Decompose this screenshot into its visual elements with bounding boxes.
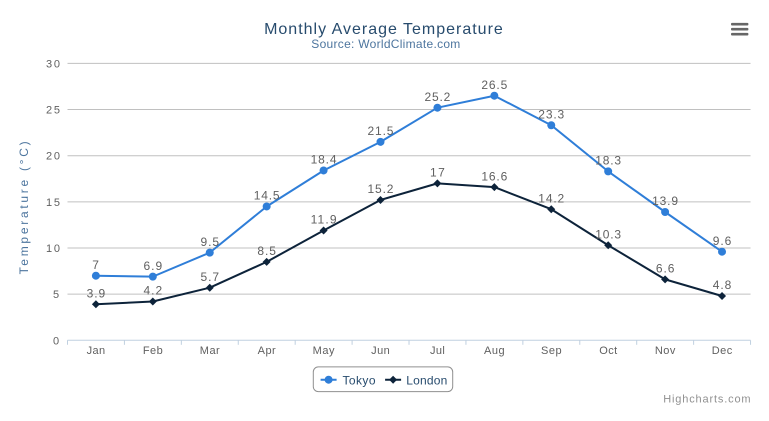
svg-text:26.5: 26.5 [481, 78, 507, 92]
svg-text:Tokyo: Tokyo [343, 373, 376, 387]
svg-text:Oct: Oct [599, 345, 617, 357]
svg-text:Highcharts.com: Highcharts.com [663, 393, 750, 405]
svg-text:30: 30 [46, 58, 60, 70]
svg-text:16.6: 16.6 [481, 169, 507, 183]
svg-text:3.9: 3.9 [87, 287, 106, 301]
svg-text:15.2: 15.2 [368, 182, 394, 196]
svg-text:13.9: 13.9 [652, 194, 678, 208]
svg-text:11.9: 11.9 [311, 213, 337, 227]
svg-text:7: 7 [92, 258, 99, 272]
svg-text:Source: WorldClimate.com: Source: WorldClimate.com [311, 37, 460, 51]
svg-text:4.2: 4.2 [144, 284, 163, 298]
svg-text:5.7: 5.7 [200, 270, 219, 284]
svg-text:Nov: Nov [655, 345, 676, 357]
svg-text:14.2: 14.2 [538, 191, 564, 205]
svg-text:20: 20 [46, 151, 60, 163]
svg-text:18.4: 18.4 [311, 153, 337, 167]
svg-text:London: London [406, 373, 447, 387]
svg-text:Sep: Sep [541, 345, 562, 357]
svg-text:Monthly Average Temperature: Monthly Average Temperature [264, 21, 503, 38]
svg-text:18.3: 18.3 [595, 154, 621, 168]
svg-text:23.3: 23.3 [538, 107, 564, 121]
svg-text:0: 0 [53, 335, 59, 347]
svg-text:Aug: Aug [484, 345, 505, 357]
svg-text:25.2: 25.2 [424, 90, 450, 104]
svg-text:Feb: Feb [143, 345, 163, 357]
svg-text:10.3: 10.3 [595, 227, 621, 241]
svg-text:25: 25 [46, 105, 60, 117]
svg-text:Temperature (°C): Temperature (°C) [17, 141, 31, 274]
svg-text:Jan: Jan [87, 345, 106, 357]
svg-text:Apr: Apr [258, 345, 276, 357]
svg-text:4.8: 4.8 [713, 278, 732, 292]
svg-text:14.5: 14.5 [254, 189, 280, 203]
svg-text:10: 10 [46, 243, 60, 255]
svg-text:Jul: Jul [430, 345, 445, 357]
svg-text:8.5: 8.5 [257, 244, 276, 258]
svg-text:5: 5 [53, 289, 59, 301]
svg-text:9.6: 9.6 [713, 234, 732, 248]
svg-text:May: May [313, 345, 335, 357]
svg-text:Jun: Jun [371, 345, 390, 357]
svg-text:15: 15 [46, 197, 60, 209]
svg-text:9.5: 9.5 [200, 235, 219, 249]
svg-text:6.9: 6.9 [144, 259, 163, 273]
svg-text:17: 17 [430, 166, 445, 180]
svg-text:6.6: 6.6 [656, 262, 675, 276]
svg-text:Dec: Dec [712, 345, 733, 357]
svg-text:Mar: Mar [200, 345, 220, 357]
svg-text:21.5: 21.5 [368, 124, 394, 138]
